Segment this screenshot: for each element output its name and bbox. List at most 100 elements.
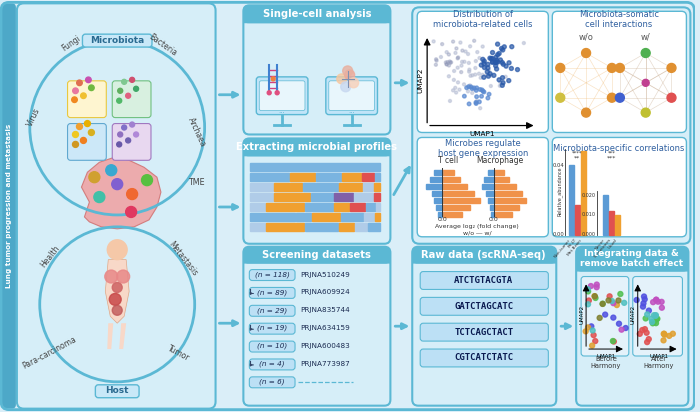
Text: Raw data (scRNA-seq): Raw data (scRNA-seq)	[421, 250, 546, 260]
Bar	[430, 177, 442, 182]
Circle shape	[73, 131, 78, 138]
Text: Fungi: Fungi	[60, 33, 83, 53]
Bar	[442, 184, 467, 189]
Circle shape	[650, 300, 656, 304]
Circle shape	[73, 141, 78, 147]
Bar	[251, 223, 265, 231]
Text: w/o ― w/: w/o ― w/	[463, 230, 491, 235]
Bar	[266, 203, 304, 211]
Circle shape	[496, 53, 500, 57]
Circle shape	[641, 301, 646, 306]
Circle shape	[488, 72, 492, 76]
Circle shape	[616, 298, 621, 303]
Text: Microbiota: Microbiota	[90, 35, 144, 44]
Circle shape	[615, 302, 620, 307]
Circle shape	[640, 328, 645, 332]
FancyBboxPatch shape	[326, 77, 377, 115]
Bar	[494, 198, 526, 203]
Circle shape	[617, 321, 622, 326]
Circle shape	[88, 129, 95, 136]
Circle shape	[461, 49, 464, 52]
Circle shape	[455, 47, 458, 50]
Circle shape	[661, 338, 666, 343]
Circle shape	[447, 75, 450, 78]
Circle shape	[586, 289, 591, 294]
Circle shape	[482, 90, 486, 94]
Circle shape	[468, 70, 470, 73]
Bar	[290, 173, 315, 181]
Circle shape	[449, 61, 453, 64]
Circle shape	[77, 80, 83, 86]
Circle shape	[493, 60, 497, 64]
Text: (n = 4): (n = 4)	[260, 360, 285, 367]
Circle shape	[112, 179, 122, 190]
Circle shape	[440, 56, 442, 59]
Bar	[442, 170, 454, 175]
Circle shape	[485, 70, 489, 74]
Bar	[374, 193, 381, 201]
FancyBboxPatch shape	[420, 297, 548, 315]
Text: Sometimes: Sometimes	[593, 238, 612, 259]
Circle shape	[480, 63, 483, 67]
Circle shape	[491, 60, 494, 64]
Circle shape	[489, 57, 493, 61]
Circle shape	[606, 298, 611, 303]
Circle shape	[589, 283, 594, 288]
Circle shape	[112, 283, 122, 293]
Circle shape	[447, 64, 451, 67]
FancyBboxPatch shape	[112, 124, 151, 160]
FancyBboxPatch shape	[412, 247, 556, 264]
Circle shape	[486, 66, 490, 70]
FancyBboxPatch shape	[249, 305, 295, 316]
Text: ***: ***	[607, 155, 617, 160]
Circle shape	[494, 55, 498, 59]
Text: Usual: Usual	[607, 238, 618, 250]
Text: UMAP2: UMAP2	[417, 67, 424, 93]
Circle shape	[445, 63, 448, 66]
Bar	[274, 183, 302, 191]
Circle shape	[470, 91, 474, 94]
Circle shape	[475, 102, 478, 105]
Bar	[305, 203, 333, 211]
Circle shape	[556, 93, 565, 102]
FancyBboxPatch shape	[576, 247, 688, 406]
Circle shape	[497, 78, 501, 82]
Circle shape	[642, 80, 649, 86]
Circle shape	[477, 72, 480, 75]
Polygon shape	[105, 260, 129, 323]
Circle shape	[597, 316, 602, 321]
Circle shape	[468, 68, 471, 71]
Circle shape	[498, 58, 503, 62]
Bar	[362, 173, 374, 181]
Circle shape	[478, 88, 482, 91]
Circle shape	[499, 81, 502, 84]
Circle shape	[126, 138, 131, 143]
Bar	[494, 184, 516, 189]
Bar	[311, 193, 333, 201]
Bar	[482, 184, 494, 189]
Circle shape	[662, 331, 666, 336]
Circle shape	[583, 329, 588, 334]
Circle shape	[494, 60, 498, 64]
Text: PRJNA835744: PRJNA835744	[300, 307, 350, 313]
Bar	[303, 183, 339, 191]
Text: PRJNA600483: PRJNA600483	[300, 343, 350, 349]
Circle shape	[126, 206, 136, 218]
Bar	[442, 177, 460, 182]
Circle shape	[118, 88, 122, 93]
Circle shape	[482, 59, 486, 63]
Circle shape	[481, 45, 484, 48]
Circle shape	[435, 58, 438, 61]
Circle shape	[130, 122, 134, 127]
Circle shape	[619, 327, 624, 332]
Circle shape	[452, 40, 454, 43]
Circle shape	[654, 297, 659, 302]
FancyBboxPatch shape	[633, 276, 682, 356]
Circle shape	[446, 61, 449, 63]
Circle shape	[106, 165, 117, 176]
FancyBboxPatch shape	[244, 5, 391, 23]
Circle shape	[600, 302, 605, 307]
Bar	[334, 193, 353, 201]
Circle shape	[468, 84, 471, 87]
Circle shape	[611, 315, 616, 320]
